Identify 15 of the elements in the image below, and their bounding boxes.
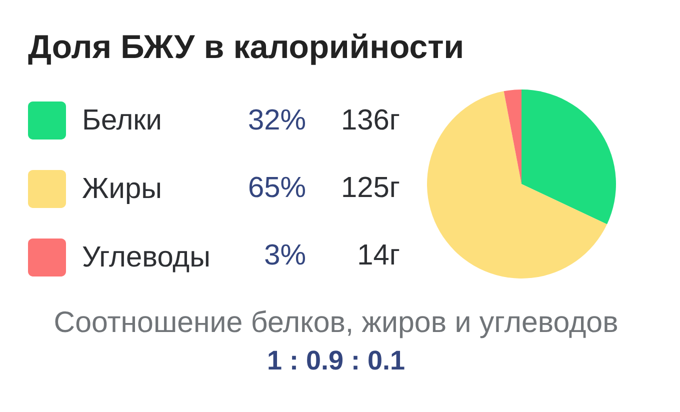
text: 125г	[341, 172, 400, 204]
text: 1 : 0.9 : 0.1	[266, 346, 406, 376]
data-label: 3%	[264, 240, 306, 272]
legend-label: Белки	[82, 104, 162, 136]
legend-label: Жиры	[82, 173, 162, 205]
text: 14г	[357, 240, 400, 272]
text: 136г	[341, 104, 400, 136]
data-label: 65%	[248, 172, 306, 204]
text: Соотношение белков, жиров и углеводов	[54, 306, 618, 339]
chart-title: Доля БЖУ в калорийности	[28, 28, 464, 65]
pie-slice	[522, 90, 616, 224]
data-label: 32%	[248, 104, 306, 136]
pie-slice	[427, 91, 608, 278]
legend-label: Углеводы	[82, 242, 210, 274]
pie-slice	[504, 90, 522, 184]
